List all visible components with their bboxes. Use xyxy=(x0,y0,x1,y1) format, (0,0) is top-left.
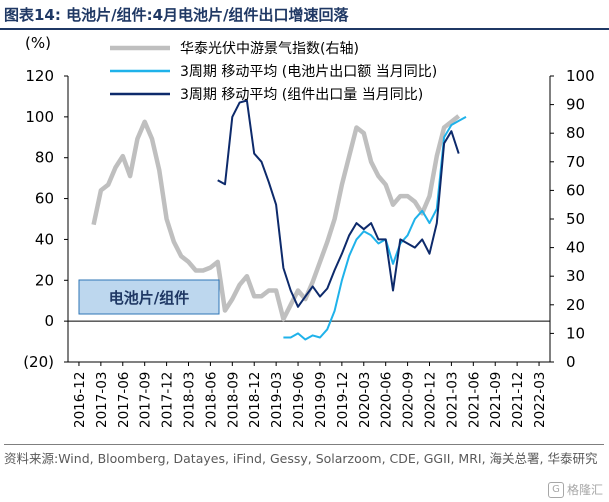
left-tick-label: (20) xyxy=(23,353,54,371)
legend-label-3: 3周期 移动平均 (组件出口量 当月同比) xyxy=(180,87,423,103)
right-tick-label: 10 xyxy=(566,324,585,342)
x-tick-label: 2020-03 xyxy=(357,372,373,428)
legend-label-2: 3周期 移动平均 (电池片出口额 当月同比) xyxy=(180,64,437,80)
annotation-text: 电池片/组件 xyxy=(109,289,189,307)
x-tick-label: 2020-12 xyxy=(423,372,439,428)
chart: (%)120100806040200(20)100908070605040302… xyxy=(23,34,594,428)
x-tick-label: 2017-09 xyxy=(138,372,154,428)
watermark: G 格隆汇 xyxy=(547,481,603,498)
x-tick-label: 2020-09 xyxy=(401,372,417,428)
right-tick-label: 0 xyxy=(566,353,576,371)
left-tick-label: 60 xyxy=(35,190,54,208)
legend-label-1: 华泰光伏中游景气指数(右轴) xyxy=(180,41,359,57)
right-tick-label: 100 xyxy=(566,67,595,85)
x-tick-label: 2018-12 xyxy=(247,372,263,428)
x-tick-label: 2022-03 xyxy=(532,372,548,428)
right-tick-label: 20 xyxy=(566,296,585,314)
annotation-box xyxy=(78,279,220,315)
x-tick-label: 2018-03 xyxy=(182,372,198,428)
x-tick-label: 2021-12 xyxy=(510,372,526,428)
series-lines xyxy=(91,99,467,341)
left-tick-label: 80 xyxy=(35,149,54,167)
left-axis-unit: (%) xyxy=(25,34,51,52)
right-tick-label: 80 xyxy=(566,124,585,142)
x-tick-label: 2016-12 xyxy=(72,372,88,428)
x-tick-label: 2021-06 xyxy=(466,372,482,428)
series-line-2 xyxy=(283,116,467,341)
left-tick-label: 0 xyxy=(44,312,54,330)
x-tick-label: 2021-03 xyxy=(444,372,460,428)
x-tick-label: 2017-06 xyxy=(116,372,132,428)
right-tick-label: 90 xyxy=(566,96,585,114)
right-tick-label: 70 xyxy=(566,153,585,171)
watermark-text: 格隆汇 xyxy=(566,483,603,497)
x-tick-label: 2019-09 xyxy=(313,372,329,428)
series-line-3 xyxy=(217,99,460,308)
right-tick-label: 50 xyxy=(566,210,585,228)
left-tick-label: 120 xyxy=(25,67,54,85)
x-tick-label: 2021-09 xyxy=(488,372,504,428)
legend: 华泰光伏中游景气指数(右轴) 3周期 移动平均 (电池片出口额 当月同比) 3周期 … xyxy=(110,41,437,103)
x-tick-label: 2019-12 xyxy=(335,372,351,428)
x-tick-label: 2017-12 xyxy=(160,372,176,428)
watermark-logo-icon: G xyxy=(547,481,564,498)
x-tick-label: 2019-06 xyxy=(291,372,307,428)
x-tick-label: 2017-03 xyxy=(94,372,110,428)
left-tick-label: 20 xyxy=(35,271,54,289)
series-line-1 xyxy=(91,114,461,322)
annotation: 电池片/组件 xyxy=(78,279,220,315)
left-tick-label: 100 xyxy=(25,108,54,126)
right-tick-label: 40 xyxy=(566,239,585,257)
x-tick-label: 2019-03 xyxy=(269,372,285,428)
source-note: 资料来源:Wind, Bloomberg, Datayes, iFind, Ge… xyxy=(4,444,604,470)
left-tick-label: 40 xyxy=(35,230,54,248)
x-tick-label: 2018-06 xyxy=(203,372,219,428)
axes: (%)120100806040200(20)100908070605040302… xyxy=(23,34,594,428)
right-tick-label: 60 xyxy=(566,181,585,199)
chart-title: 图表14: 电池片/组件:4月电池片/组件出口增速回落 xyxy=(4,6,349,24)
x-tick-label: 2018-09 xyxy=(225,372,241,428)
right-tick-label: 30 xyxy=(566,267,585,285)
title-bar: 图表14: 电池片/组件:4月电池片/组件出口增速回落 xyxy=(0,0,609,30)
x-tick-label: 2020-06 xyxy=(379,372,395,428)
